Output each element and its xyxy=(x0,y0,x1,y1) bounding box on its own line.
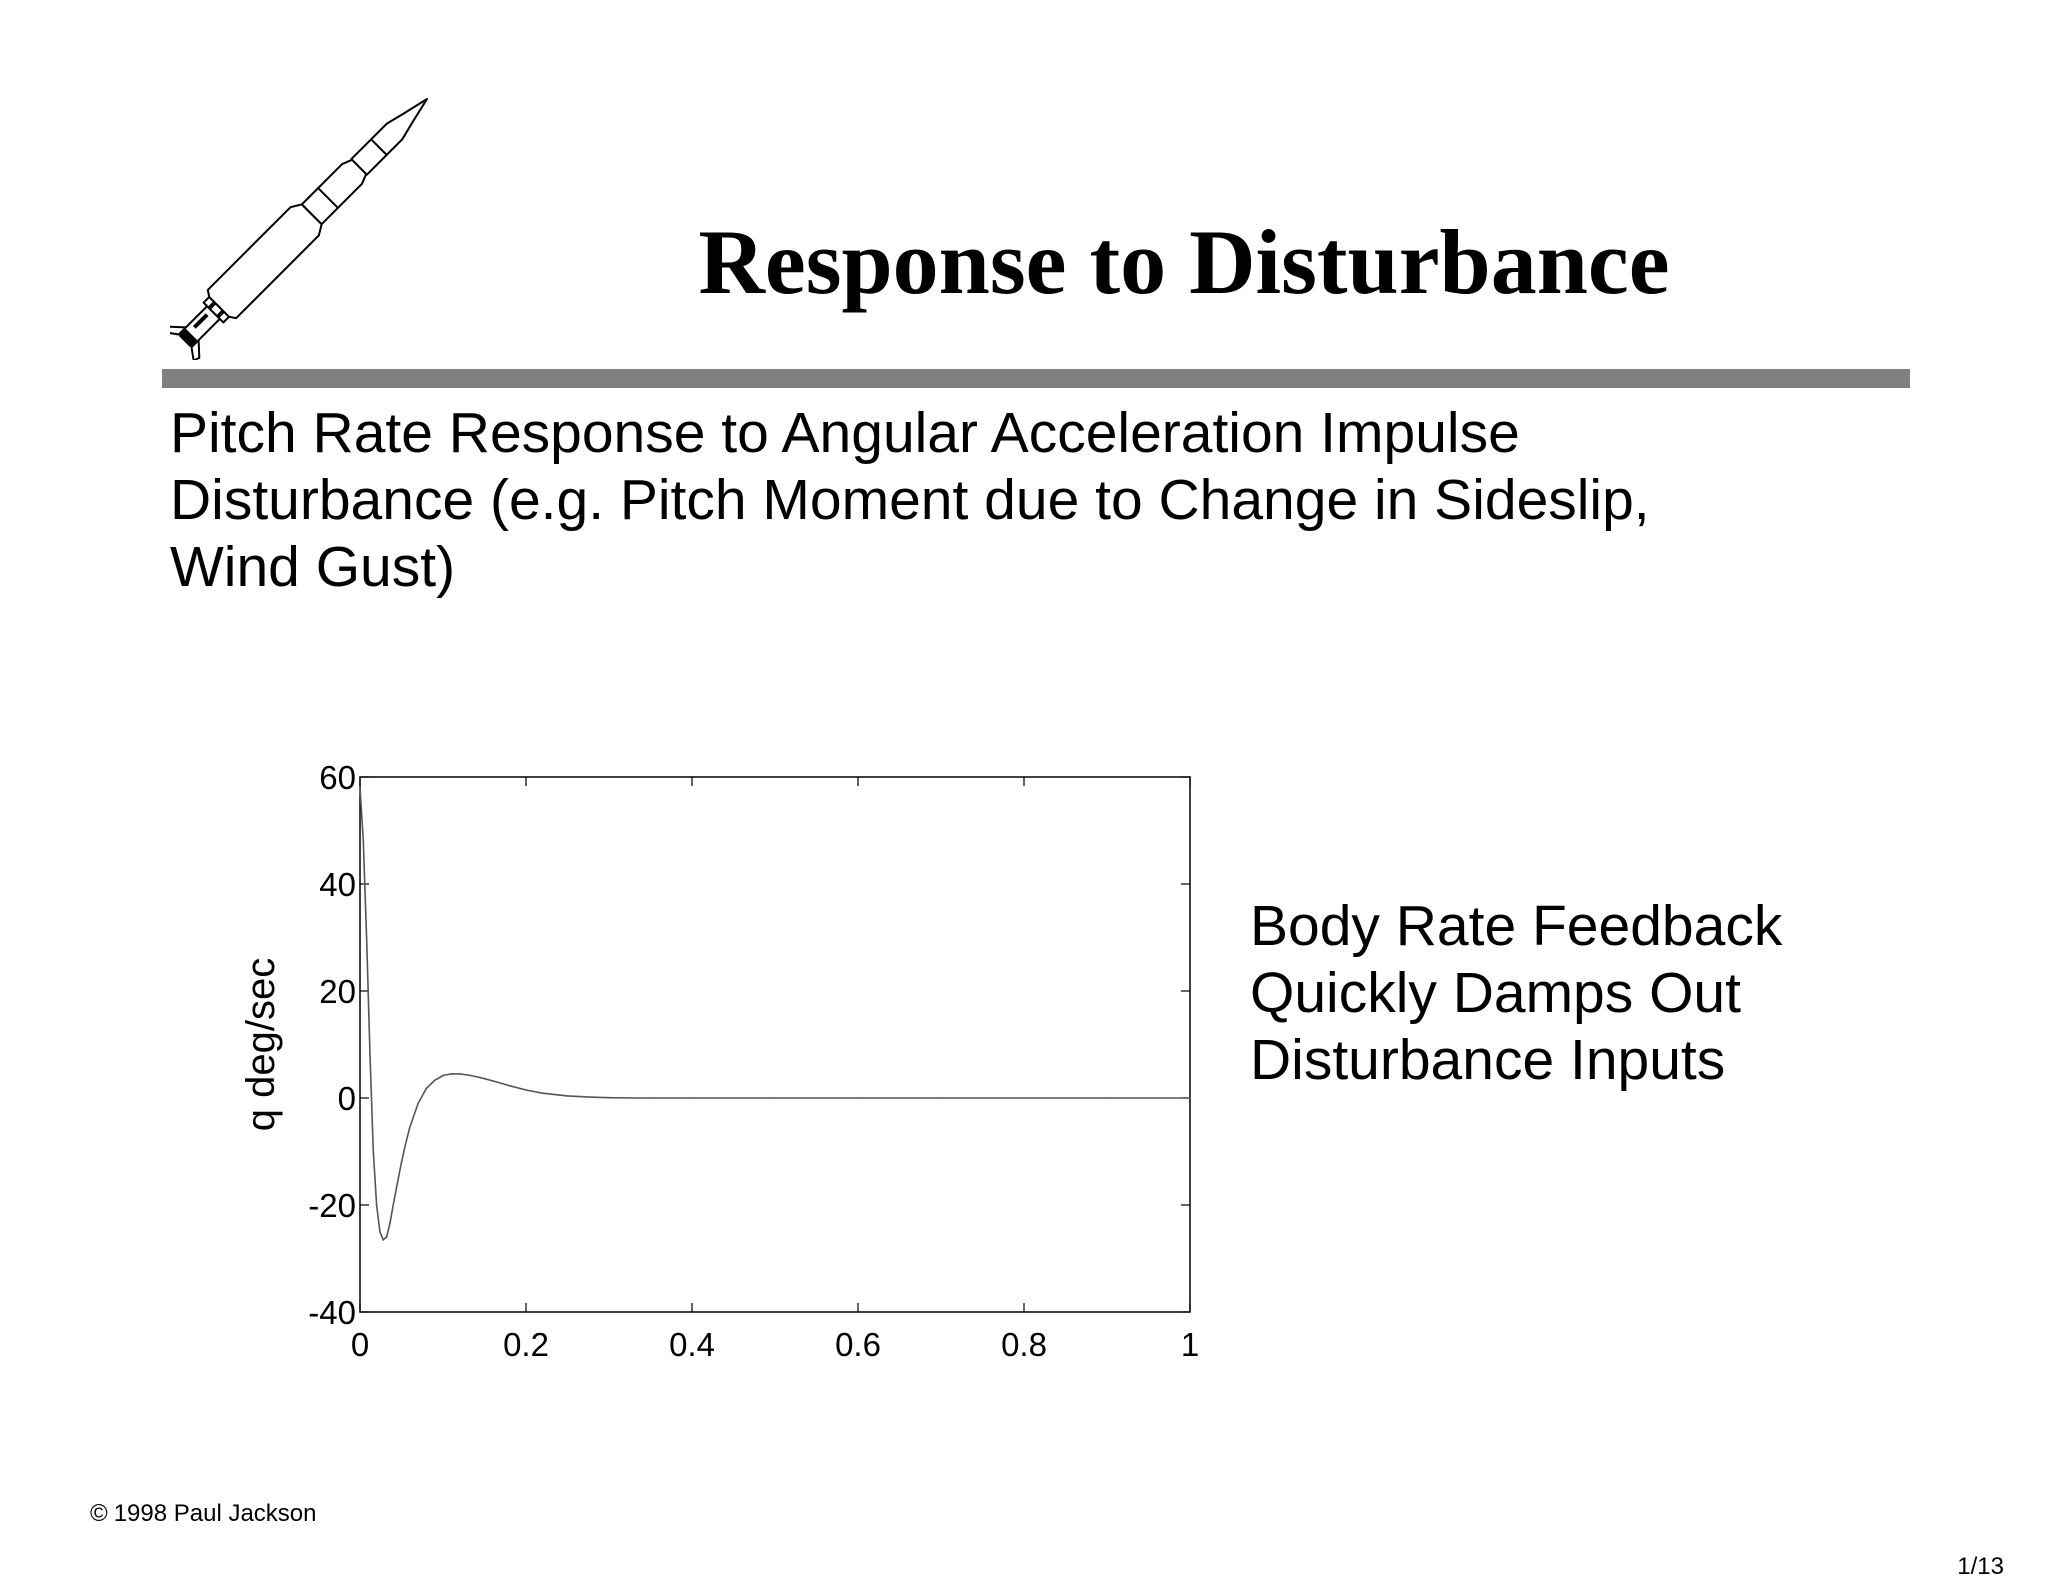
data-point xyxy=(492,1080,494,1082)
data-point xyxy=(369,1054,371,1056)
rocket-icon xyxy=(170,97,429,360)
data-point xyxy=(1023,1097,1025,1099)
x-tick-label: 0.2 xyxy=(503,1326,549,1360)
note-line: Quickly Damps Out xyxy=(1250,961,1741,1025)
data-point xyxy=(691,1097,693,1099)
data-point xyxy=(508,1084,511,1087)
data-point xyxy=(359,786,361,789)
data-point xyxy=(525,1089,527,1091)
data-point xyxy=(483,1077,486,1080)
x-tick-label: 0.8 xyxy=(1001,1326,1047,1360)
y-tick-label: 20 xyxy=(319,973,356,1010)
y-tick-label: 40 xyxy=(319,866,356,903)
data-point xyxy=(375,1204,378,1206)
data-point xyxy=(362,840,365,842)
data-point xyxy=(400,1161,403,1163)
data-point xyxy=(467,1074,469,1076)
x-tick-label: 1 xyxy=(1181,1326,1199,1360)
data-point xyxy=(433,1079,436,1082)
data-point xyxy=(649,1097,652,1099)
data-point xyxy=(591,1096,594,1098)
data-point xyxy=(365,936,368,939)
data-point xyxy=(475,1075,478,1078)
x-tick-label: 0 xyxy=(351,1326,369,1360)
subtitle-line: Pitch Rate Response to Angular Accelerat… xyxy=(170,401,1520,465)
data-point xyxy=(417,1102,419,1105)
y-tick-label: 60 xyxy=(319,759,356,796)
copyright-text: 1998 Paul Jackson xyxy=(113,1500,317,1527)
y-tick-label: -20 xyxy=(308,1187,356,1224)
data-point xyxy=(396,1182,399,1185)
chart-note: Body Rate Feedback Quickly Damps Out Dis… xyxy=(1250,893,2030,1094)
plot-frame xyxy=(359,776,1191,1313)
subtitle-line: Disturbance (e.g. Pitch Moment due to Ch… xyxy=(170,468,1650,532)
pitch-rate-chart: 0 0.2 0.4 0.6 0.8 1 -40 -20 0 20 40 60 q deg/sec xyxy=(239,759,1199,1360)
data-point xyxy=(385,1236,388,1238)
data-point xyxy=(458,1073,461,1075)
data-point xyxy=(389,1222,391,1225)
data-point xyxy=(404,1142,407,1145)
data-point xyxy=(774,1097,776,1099)
data-point xyxy=(541,1092,544,1094)
data-point xyxy=(633,1097,635,1099)
slide-subtitle: Pitch Rate Response to Angular Accelerat… xyxy=(170,400,1930,601)
data-point xyxy=(392,1204,394,1206)
data-point xyxy=(372,1150,375,1153)
data-point xyxy=(857,1097,859,1099)
y-axis-label: q deg/sec xyxy=(239,958,283,1131)
data-point xyxy=(940,1097,942,1099)
data-point xyxy=(382,1239,384,1241)
copyright-notice: © 1998 Paul Jackson xyxy=(90,1500,317,1528)
x-tick-label: 0.4 xyxy=(669,1326,715,1360)
data-point xyxy=(1189,1097,1191,1099)
note-line: Disturbance Inputs xyxy=(1250,1028,1726,1092)
copyright-icon: © xyxy=(90,1500,108,1527)
data-point xyxy=(442,1074,444,1077)
subtitle-line: Wind Gust) xyxy=(170,535,456,599)
title-divider xyxy=(162,369,1910,388)
data-point xyxy=(409,1126,411,1129)
data-point xyxy=(608,1096,610,1099)
slide-title: Response to Disturbance xyxy=(698,211,1670,313)
data-point xyxy=(379,1231,381,1233)
data-point xyxy=(566,1095,569,1097)
data-point xyxy=(1106,1097,1108,1099)
series-line xyxy=(359,787,1190,1242)
note-line: Body Rate Feedback xyxy=(1250,894,1783,958)
y-tick-label: 0 xyxy=(338,1080,356,1117)
data-point xyxy=(450,1073,453,1075)
data-point xyxy=(425,1087,428,1090)
page-number: 1/13 xyxy=(1957,1553,2004,1580)
x-tick-label: 0.6 xyxy=(835,1326,881,1360)
y-tick-label: -40 xyxy=(308,1294,356,1331)
